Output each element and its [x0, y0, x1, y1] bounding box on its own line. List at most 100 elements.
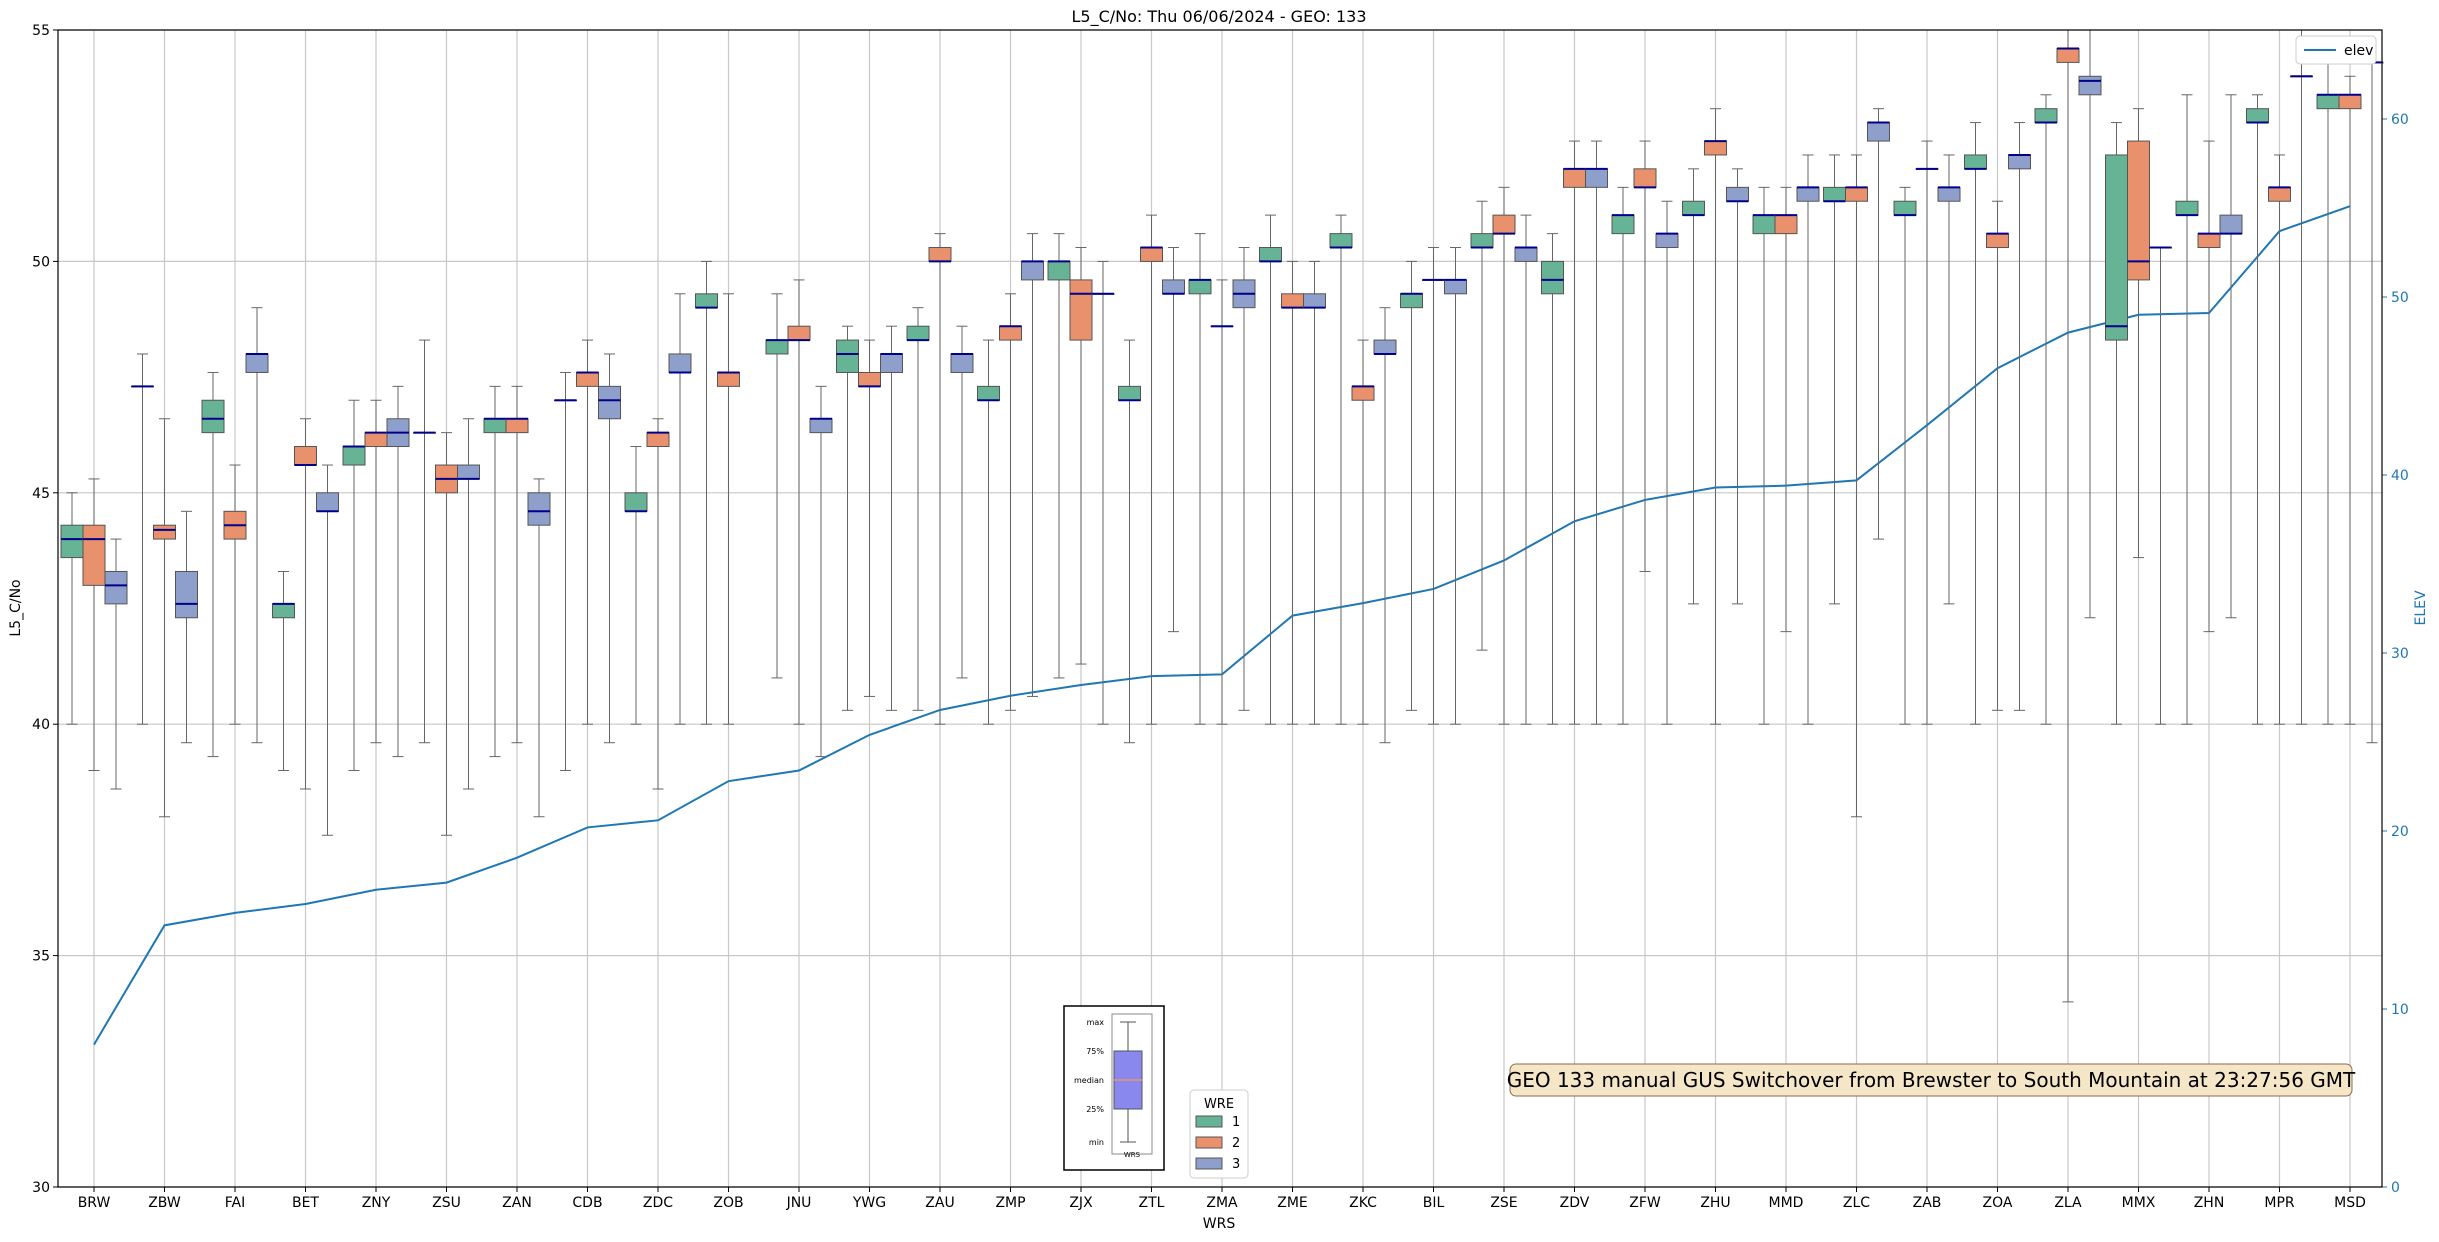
box-ZME-wre2 [1281, 260, 1304, 725]
box-MPR-wre3 [2290, 29, 2313, 725]
box-iqr [1140, 247, 1163, 262]
box-ZLA-wre1 [2034, 94, 2058, 725]
wre-legend-label-3: 3 [1232, 1157, 1240, 1172]
box-ZBW-wre2 [153, 418, 176, 818]
x-tick-label: ZAB [1913, 1195, 1942, 1211]
box-iqr [2056, 48, 2080, 63]
x-tick-label: CDB [572, 1195, 602, 1211]
box-iqr [505, 418, 529, 434]
box-iqr [836, 339, 859, 373]
box-iqr [1704, 140, 1727, 156]
x-tick-label: ZHU [1700, 1195, 1730, 1211]
box-iqr [2008, 154, 2031, 170]
x-tick-label: ZOB [713, 1195, 743, 1211]
box-ZMP-wre2 [999, 293, 1022, 711]
x-tick-label: ZAU [925, 1195, 954, 1211]
box-iqr [1682, 200, 1705, 216]
box-ZFW-wre1 [1611, 186, 1635, 725]
box-ZMP-wre3 [1021, 233, 1044, 697]
box-ZDV-wre1 [1541, 233, 1564, 725]
box-iqr [1514, 247, 1538, 262]
x-tick-label: ZDV [1560, 1195, 1590, 1211]
box-iqr [2246, 108, 2269, 124]
x-tick-label: ZSE [1490, 1195, 1517, 1211]
box-BET-wre2 [294, 418, 317, 790]
box-ZMA-wre2 [1210, 279, 1234, 725]
box-ZTL-wre2 [1140, 214, 1163, 725]
box-ZSU-wre2 [435, 432, 458, 836]
x-tick-label: BIL [1423, 1195, 1445, 1211]
box-iqr [1563, 168, 1586, 188]
box-iqr [1633, 168, 1657, 188]
box-iqr [1188, 279, 1212, 295]
y2-tick-label: 0 [2391, 1180, 2400, 1196]
box-iqr [1823, 186, 1846, 202]
box-iqr [82, 524, 106, 586]
y2-tick-label: 20 [2391, 824, 2409, 840]
box-iqr [201, 399, 225, 434]
box-BRW-wre1 [60, 492, 84, 725]
switchover-annotation: GEO 133 manual GUS Switchover from Brews… [1507, 1063, 2356, 1097]
box-iqr [1329, 233, 1353, 249]
box-ZMA-wre1 [1188, 233, 1212, 725]
box-ZJX-wre2 [1069, 247, 1093, 665]
box-iqr [342, 446, 366, 466]
box-YWG-wre2 [858, 339, 881, 697]
box-ZSU-wre1 [413, 339, 436, 744]
box-iqr [1303, 293, 1326, 309]
box-BRW-wre2 [82, 478, 106, 771]
box-ZOB-wre2 [717, 293, 740, 725]
box-ZAU-wre1 [906, 307, 930, 711]
elev-legend: elev [2295, 35, 2377, 65]
box-iqr [2034, 108, 2058, 124]
wre-legend: WRE 1 2 3 [1189, 1089, 1249, 1179]
box-iqr [1047, 260, 1071, 281]
box-iqr [809, 418, 833, 434]
x-tick-label: ZNY [362, 1195, 391, 1211]
box-ZNY-wre2 [364, 399, 388, 744]
box-ZOA-wre3 [2008, 122, 2031, 711]
y-tick-label: 45 [32, 486, 50, 502]
box-ZOB-wre1 [695, 260, 718, 725]
box-MMD-wre2 [1774, 186, 1798, 633]
box-ZAU-wre2 [928, 233, 952, 725]
y-tick-label: 55 [32, 23, 50, 39]
box-ZMA-wre3 [1232, 247, 1256, 711]
box-iqr [104, 570, 128, 605]
box-ZBW-wre1 [131, 353, 154, 725]
box-BIL-wre2 [1422, 247, 1445, 725]
box-ZAN-wre3 [527, 478, 551, 818]
box-iqr [2338, 94, 2362, 110]
box-ZHN-wre1 [2175, 94, 2199, 725]
inset-label-wrs: WRS [1124, 1151, 1141, 1159]
box-iqr [977, 385, 1000, 401]
box-MPR-wre2 [2268, 154, 2291, 725]
box-ZJX-wre1 [1047, 233, 1071, 679]
y2-tick-label: 10 [2391, 1002, 2409, 1018]
y-tick-label: 40 [32, 717, 50, 733]
x-tick-label: BET [292, 1195, 319, 1211]
x-tick-label: ZKC [1349, 1195, 1377, 1211]
box-JNU-wre3 [809, 385, 833, 758]
box-iqr [245, 353, 269, 373]
inset-label-max: max [1087, 1018, 1105, 1027]
wre-legend-title: WRE [1204, 1097, 1234, 1112]
box-ZOA-wre2 [1986, 200, 2009, 711]
box-FAI-wre3 [245, 307, 269, 744]
box-iqr [1726, 186, 1749, 202]
box-iqr [153, 524, 176, 540]
x-tick-label: ZMP [995, 1195, 1025, 1211]
x-tick-label: ZLA [2054, 1195, 2082, 1211]
x-tick-label: ZHN [2194, 1195, 2225, 1211]
y-axis-label: L5_C/No [8, 579, 24, 636]
inset-label-min: min [1089, 1138, 1104, 1147]
box-iqr [1937, 186, 1961, 202]
box-iqr [2175, 200, 2199, 216]
inset-label-q1: 25% [1086, 1105, 1104, 1114]
x-tick-label: ZME [1277, 1195, 1308, 1211]
box-iqr [1611, 214, 1635, 235]
box-iqr [1118, 385, 1141, 401]
wre-legend-swatch-2 [1195, 1136, 1223, 1149]
box-ZBW-wre3 [175, 510, 198, 744]
